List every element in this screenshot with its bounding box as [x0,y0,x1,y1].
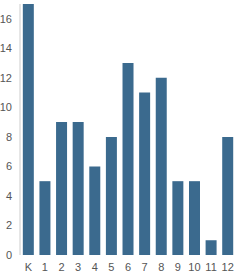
svg-text:6: 6 [8,160,12,172]
svg-text:12: 12 [222,261,232,273]
svg-text:8: 8 [158,261,164,273]
svg-text:1: 1 [42,261,48,273]
svg-text:10: 10 [8,101,12,113]
svg-text:14: 14 [8,42,12,54]
svg-text:7: 7 [142,261,148,273]
svg-text:10: 10 [188,261,200,273]
svg-text:3: 3 [75,261,81,273]
svg-text:6: 6 [125,261,131,273]
svg-text:5: 5 [108,261,114,273]
svg-text:8: 8 [8,131,12,143]
svg-text:K: K [25,261,33,273]
svg-text:9: 9 [175,261,181,273]
svg-text:2: 2 [58,261,64,273]
svg-text:0: 0 [8,249,12,261]
svg-text:4: 4 [8,190,12,202]
svg-text:2: 2 [8,219,12,231]
svg-text:11: 11 [205,261,216,273]
svg-text:16: 16 [8,13,12,25]
svg-text:4: 4 [92,261,98,273]
svg-text:12: 12 [8,72,12,84]
